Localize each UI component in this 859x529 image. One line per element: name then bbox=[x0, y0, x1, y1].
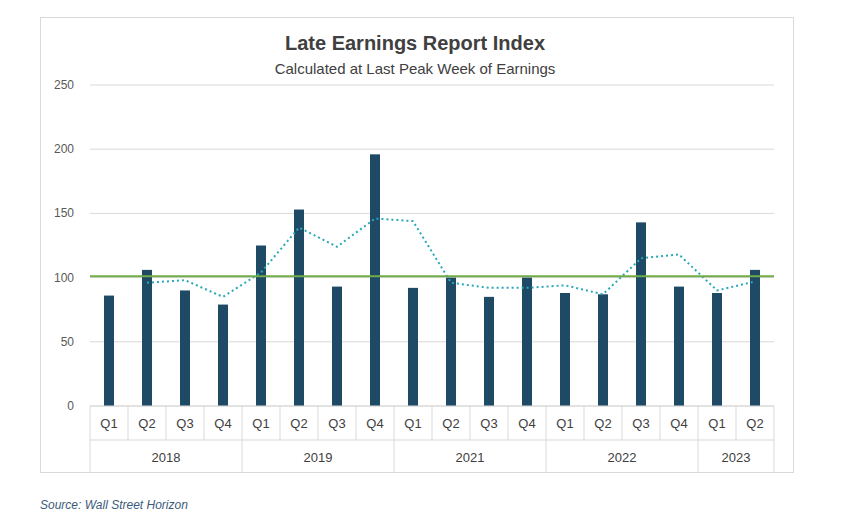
table-line bbox=[166, 406, 167, 440]
y-tick-label: 150 bbox=[54, 206, 74, 220]
x-tick-label: Q2 bbox=[290, 416, 307, 431]
group-label: 2021 bbox=[456, 450, 485, 465]
table-line bbox=[470, 406, 471, 440]
bar bbox=[750, 270, 760, 406]
grid-line bbox=[90, 277, 774, 278]
bar bbox=[674, 287, 684, 406]
group-label: 2018 bbox=[152, 450, 181, 465]
bar bbox=[370, 154, 380, 406]
x-tick-label: Q3 bbox=[632, 416, 649, 431]
table-line bbox=[508, 406, 509, 440]
x-tick-label: Q1 bbox=[708, 416, 725, 431]
bar bbox=[218, 305, 228, 406]
table-line bbox=[280, 406, 281, 440]
group-label: 2023 bbox=[722, 450, 751, 465]
y-tick-label: 0 bbox=[67, 399, 74, 413]
table-line bbox=[128, 406, 129, 440]
bar bbox=[294, 210, 304, 406]
chart: Late Earnings Report Index Calculated at … bbox=[0, 0, 859, 529]
chart-frame bbox=[41, 18, 794, 473]
group-label: 2022 bbox=[608, 450, 637, 465]
table-line bbox=[546, 406, 547, 472]
y-tick-label: 250 bbox=[54, 78, 74, 92]
bar bbox=[598, 294, 608, 406]
x-tick-label: Q3 bbox=[176, 416, 193, 431]
grid-line bbox=[90, 149, 774, 150]
x-tick-label: Q2 bbox=[746, 416, 763, 431]
grid-line bbox=[90, 213, 774, 214]
table-line bbox=[774, 406, 775, 472]
title: Late Earnings Report Index bbox=[285, 32, 545, 54]
x-tick-label: Q4 bbox=[670, 416, 687, 431]
table-line bbox=[356, 406, 357, 440]
bar bbox=[712, 293, 722, 406]
y-tick-label: 100 bbox=[54, 271, 74, 285]
table-line bbox=[584, 406, 585, 440]
grid-line bbox=[90, 341, 774, 342]
x-tick-label: Q3 bbox=[328, 416, 345, 431]
y-tick-label: 50 bbox=[61, 335, 75, 349]
bar bbox=[446, 278, 456, 406]
bar bbox=[408, 288, 418, 406]
table-line bbox=[622, 406, 623, 440]
bar bbox=[104, 296, 114, 406]
subtitle: Calculated at Last Peak Week of Earnings bbox=[275, 60, 556, 77]
x-tick-label: Q2 bbox=[594, 416, 611, 431]
x-tick-label: Q4 bbox=[366, 416, 383, 431]
table-line bbox=[736, 406, 737, 440]
x-tick-label: Q1 bbox=[556, 416, 573, 431]
table-line bbox=[318, 406, 319, 440]
table-line bbox=[204, 406, 205, 440]
x-tick-label: Q3 bbox=[480, 416, 497, 431]
bar bbox=[332, 287, 342, 406]
table-line bbox=[660, 406, 661, 440]
table-line bbox=[432, 406, 433, 440]
plot-area bbox=[90, 154, 774, 406]
bar bbox=[636, 222, 646, 406]
reference-line bbox=[90, 275, 774, 277]
table-line bbox=[394, 406, 395, 472]
group-label: 2019 bbox=[304, 450, 333, 465]
x-tick-label: Q1 bbox=[404, 416, 421, 431]
bar bbox=[142, 270, 152, 406]
bar bbox=[560, 293, 570, 406]
table-line bbox=[90, 406, 91, 472]
x-tick-label: Q4 bbox=[214, 416, 231, 431]
table-line bbox=[242, 406, 243, 472]
bar bbox=[180, 290, 190, 406]
table-line bbox=[698, 406, 699, 472]
bar bbox=[256, 246, 266, 407]
source: Source: Wall Street Horizon bbox=[40, 498, 188, 512]
x-tick-label: Q4 bbox=[518, 416, 535, 431]
x-tick-label: Q1 bbox=[100, 416, 117, 431]
x-tick-label: Q2 bbox=[442, 416, 459, 431]
line bbox=[147, 219, 755, 297]
bar bbox=[522, 278, 532, 406]
x-tick-label: Q1 bbox=[252, 416, 269, 431]
x-tick-label: Q2 bbox=[138, 416, 155, 431]
bar bbox=[484, 297, 494, 406]
grid-line bbox=[90, 85, 774, 86]
y-tick-label: 200 bbox=[54, 142, 74, 156]
